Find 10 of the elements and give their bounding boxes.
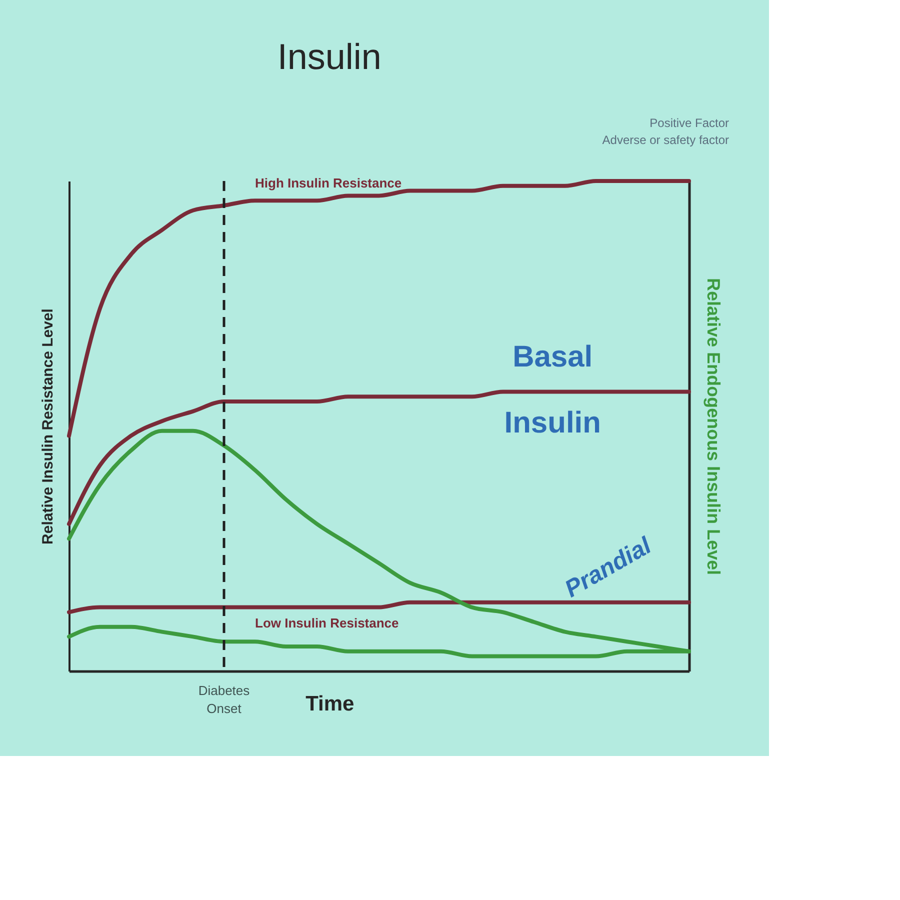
y-axis-title: Relative Insulin Resistance Level: [40, 308, 56, 544]
text: Adverse or safety factor: [602, 133, 729, 147]
y2-axis-title: Relative Endogenous Insulin Level: [704, 278, 724, 576]
text: Diabetes Onset: [198, 683, 250, 716]
series-label: Low Insulin Resistance: [255, 615, 399, 630]
x-axis-title: Time: [306, 692, 354, 716]
annotation: Basal Insulin: [504, 340, 601, 440]
text: Positive Factor: [650, 116, 730, 130]
series-label: High Insulin Resistance: [255, 176, 402, 191]
chart-title: Insulin: [277, 36, 382, 77]
